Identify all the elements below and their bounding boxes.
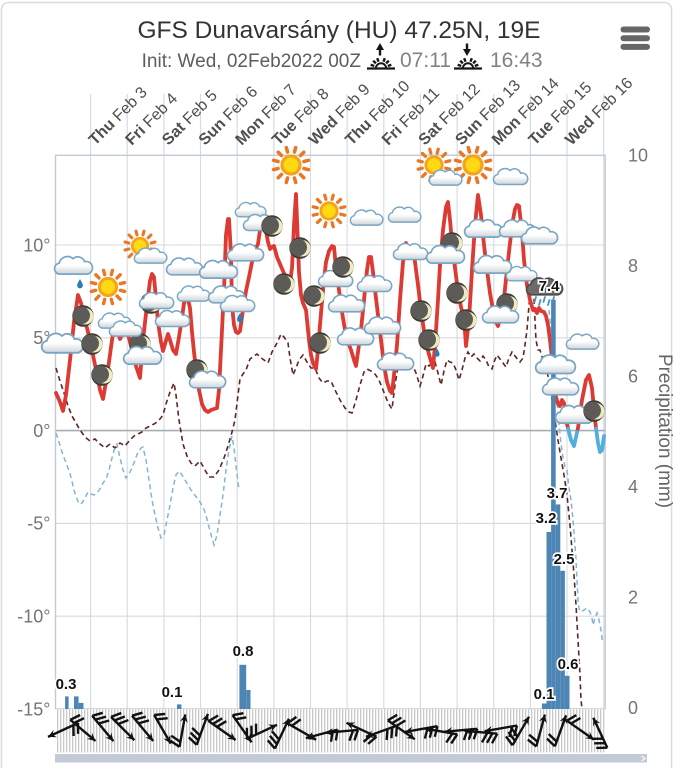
svg-text:10°: 10° [23, 235, 50, 255]
svg-text:Init: Wed, 02Feb2022 00Z: Init: Wed, 02Feb2022 00Z [142, 51, 362, 72]
svg-text:16:43: 16:43 [490, 49, 543, 72]
svg-text:0.3: 0.3 [56, 676, 77, 693]
svg-text:-5°: -5° [27, 514, 50, 534]
svg-text:-15°: -15° [17, 699, 50, 719]
svg-text:6: 6 [628, 366, 638, 386]
svg-text:Precipitation (mm): Precipitation (mm) [654, 354, 674, 508]
svg-text:8: 8 [628, 256, 638, 276]
svg-text:0: 0 [628, 698, 638, 718]
svg-text:0.8: 0.8 [233, 643, 254, 660]
svg-text:GFS Dunavarsány (HU) 47.25N, 1: GFS Dunavarsány (HU) 47.25N, 19E [137, 17, 540, 44]
svg-text:10: 10 [628, 145, 648, 165]
svg-text:0.1: 0.1 [162, 684, 183, 701]
svg-text:4: 4 [628, 477, 638, 497]
svg-text:7.4: 7.4 [539, 278, 561, 295]
svg-text:2: 2 [628, 588, 638, 608]
svg-text:0.6: 0.6 [558, 656, 579, 673]
svg-text:07:11: 07:11 [400, 49, 451, 72]
svg-text:2.5: 2.5 [554, 551, 575, 568]
svg-text:3.7: 3.7 [547, 485, 568, 502]
svg-text:3.2: 3.2 [536, 510, 557, 527]
svg-text:0.1: 0.1 [534, 686, 555, 703]
svg-text:-10°: -10° [17, 607, 50, 627]
svg-text:0°: 0° [33, 421, 50, 441]
